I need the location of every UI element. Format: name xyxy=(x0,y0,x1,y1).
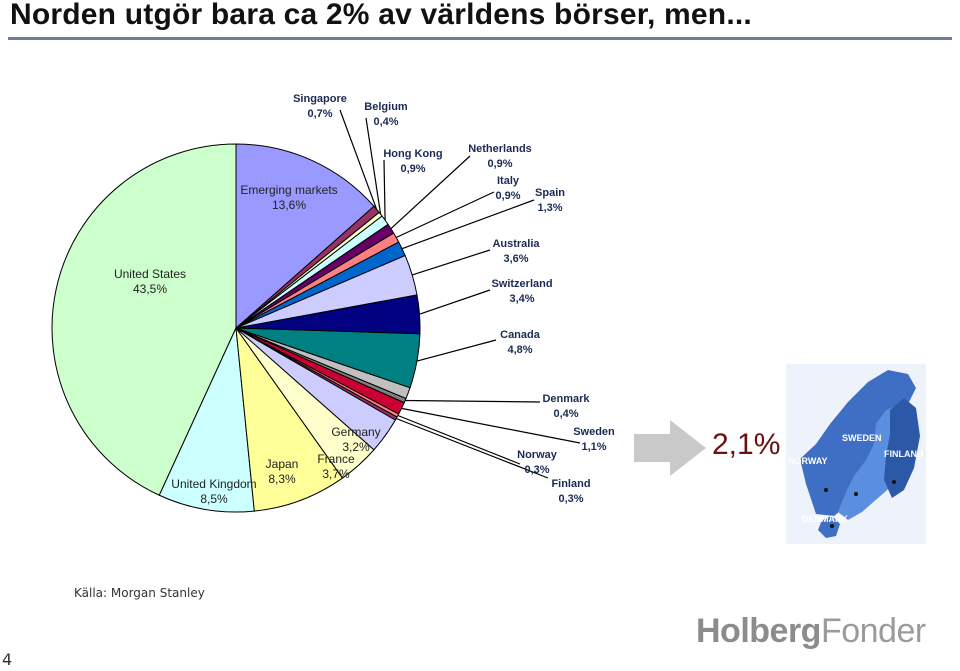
slice-label-name: Germany xyxy=(331,425,380,439)
slide-title: Norden utgör bara ca 2% av världens börs… xyxy=(10,0,752,31)
slice-label-name: Italy xyxy=(497,175,520,187)
map-label-finland: FINLAND xyxy=(884,449,924,459)
arrow-right-icon xyxy=(634,420,706,476)
slice-label-name: Finland xyxy=(551,478,590,490)
pie-slice-japan xyxy=(235,326,344,512)
slice-label-name: Singapore xyxy=(293,93,347,105)
slice-label-value: 4,8% xyxy=(507,344,532,356)
slice-label-value: 43,5% xyxy=(133,282,167,296)
leader-line xyxy=(365,117,382,215)
slice-label-value: 1,1% xyxy=(581,441,606,453)
leader-line xyxy=(405,399,541,403)
leader-line xyxy=(395,417,549,479)
leader-line xyxy=(339,109,378,210)
slice-label-value: 8,5% xyxy=(200,492,228,506)
map-label-denmark: DENMARK xyxy=(802,514,848,524)
nordic-map-icon: SWEDEN NORWAY FINLAND DENMARK xyxy=(786,364,926,544)
slice-label-value: 13,6% xyxy=(272,198,306,212)
slice-label-value: 0,4% xyxy=(373,116,398,128)
logo-part-holberg: Holberg xyxy=(696,612,821,650)
slice-label-name: Japan xyxy=(266,457,299,471)
leader-line xyxy=(401,199,535,250)
slice-label-value: 8,3% xyxy=(268,472,296,486)
slice-label-name: Canada xyxy=(500,329,541,341)
slice-label-value: 0,9% xyxy=(487,158,512,170)
slice-label-value: 3,2% xyxy=(342,440,370,454)
slice-label-value: 0,9% xyxy=(495,190,520,202)
leader-line xyxy=(383,159,386,221)
slice-label-name: Emerging markets xyxy=(240,183,337,197)
slice-label-name: Sweden xyxy=(573,426,615,438)
source-note: Källa: Morgan Stanley xyxy=(74,586,205,600)
leader-line xyxy=(412,249,491,276)
slice-label-value: 1,3% xyxy=(537,202,562,214)
slice-label-value: 0,7% xyxy=(307,108,332,120)
slice-label-value: 3,6% xyxy=(503,253,528,265)
slice-label-name: Belgium xyxy=(364,101,408,113)
leader-line xyxy=(395,191,495,239)
title-underline xyxy=(8,37,952,40)
slice-label-name: Switzerland xyxy=(491,278,552,290)
leader-line xyxy=(390,155,471,230)
map-label-sweden: SWEDEN xyxy=(842,433,882,443)
slice-label-name: Netherlands xyxy=(468,143,532,155)
slice-label-name: United States xyxy=(114,267,186,281)
slice-label-name: France xyxy=(317,452,355,466)
leader-line xyxy=(397,414,521,465)
pie-slice-emerging-markets xyxy=(235,143,375,330)
map-label-norway: NORWAY xyxy=(788,456,828,466)
slice-label-name: Denmark xyxy=(542,393,590,405)
nordic-share-value: 2,1% xyxy=(712,428,781,461)
leader-line xyxy=(419,289,491,315)
holberg-fonder-logo: HolbergFonder xyxy=(696,612,926,651)
slice-label-value: 0,4% xyxy=(553,408,578,420)
slice-label-value: 3,7% xyxy=(322,467,350,481)
slice-label-name: Australia xyxy=(492,238,540,250)
leader-line xyxy=(401,407,581,444)
slice-label-value: 0,3% xyxy=(524,464,549,476)
page-number: 4 xyxy=(2,650,13,669)
pie-slice-united-states xyxy=(51,143,237,496)
slice-label-name: Hong Kong xyxy=(383,148,442,160)
slice-label-name: Spain xyxy=(535,187,565,199)
slice-label-value: 0,9% xyxy=(400,163,425,175)
pie-slice-united-kingdom xyxy=(158,326,255,513)
slice-label-name: Norway xyxy=(517,449,558,461)
slice-label-value: 3,4% xyxy=(509,293,534,305)
logo-part-fonder: Fonder xyxy=(820,612,926,650)
slice-label-name: United Kingdom xyxy=(171,477,256,491)
leader-line xyxy=(416,339,497,362)
slice-label-value: 0,3% xyxy=(558,493,583,505)
